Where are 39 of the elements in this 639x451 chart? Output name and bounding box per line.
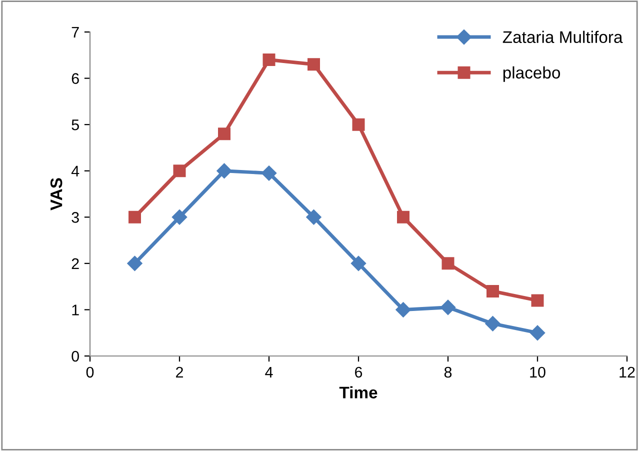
- y-tick-label: 2: [72, 258, 79, 269]
- y-tick-label: 3: [72, 212, 79, 223]
- y-tick-label: 1: [72, 304, 79, 316]
- point: [128, 210, 141, 224]
- point: [530, 325, 546, 340]
- point: [440, 300, 456, 315]
- point: [442, 257, 454, 270]
- x-tick-label: 12: [620, 366, 635, 378]
- point: [352, 118, 365, 131]
- point: [531, 294, 544, 307]
- x-tick-label: 2: [176, 366, 183, 378]
- y-tick-label: 7: [72, 27, 79, 38]
- point: [397, 210, 410, 224]
- x-tick-label: 0: [86, 366, 94, 378]
- point: [308, 58, 320, 71]
- legend-label: placebo: [503, 66, 560, 82]
- y-tick-label: 4: [71, 166, 80, 176]
- point: [350, 256, 366, 271]
- point: [216, 163, 232, 178]
- y-axis-title: VAS: [50, 178, 62, 210]
- x-tick-label: 8: [444, 366, 452, 378]
- y-tick-label: 0: [72, 350, 79, 362]
- point: [306, 210, 322, 225]
- x-tick-label: 4: [265, 366, 273, 378]
- point: [218, 128, 230, 140]
- y-tick-label: 5: [72, 120, 79, 130]
- point: [127, 256, 142, 271]
- point: [485, 316, 500, 332]
- x-axis-title: Time: [339, 386, 378, 398]
- point: [486, 284, 499, 298]
- x-tick-label: 6: [355, 366, 362, 378]
- y-tick-label: 6: [72, 73, 79, 84]
- point: [262, 54, 276, 66]
- point: [261, 166, 277, 181]
- point: [396, 302, 411, 318]
- legend-label: Zataria Multifora: [502, 30, 623, 44]
- point: [173, 164, 186, 178]
- point: [172, 210, 188, 225]
- x-tick-label: 10: [530, 366, 546, 378]
